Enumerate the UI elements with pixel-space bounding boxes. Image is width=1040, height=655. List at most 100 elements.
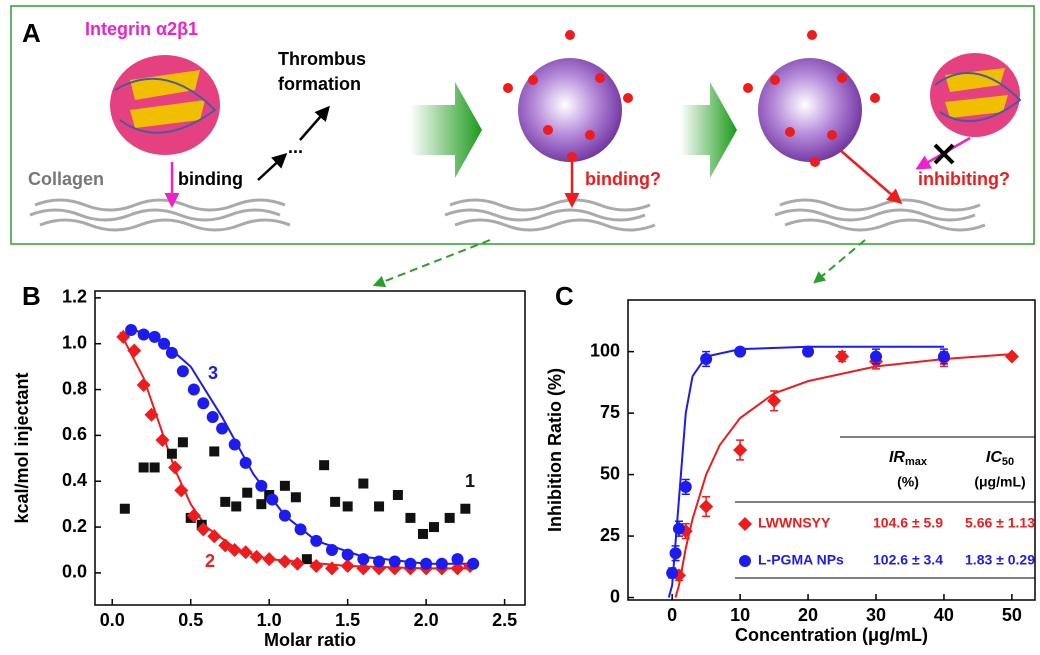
marker bbox=[319, 460, 330, 471]
y-axis-title: kcal/mol injectant bbox=[12, 372, 32, 523]
plot-frame bbox=[94, 290, 526, 606]
marker bbox=[177, 437, 188, 448]
label: Collagen bbox=[28, 169, 104, 189]
marker bbox=[137, 328, 150, 341]
table-header: IRmax bbox=[889, 449, 928, 468]
arrow bbox=[839, 149, 903, 204]
label: inhibiting? bbox=[918, 169, 1010, 189]
marker bbox=[227, 542, 242, 557]
dashed-arrow bbox=[372, 239, 491, 288]
nanoparticle bbox=[518, 58, 622, 162]
marker bbox=[325, 543, 338, 556]
x-tick-label: 10 bbox=[730, 605, 750, 625]
x-axis-title: Concentration (μg/mL) bbox=[735, 625, 928, 645]
y-tick-label: 0.0 bbox=[62, 562, 87, 582]
label: formation bbox=[278, 74, 361, 94]
label: Integrin α2β1 bbox=[85, 19, 198, 39]
marker bbox=[835, 349, 850, 364]
marker bbox=[699, 499, 714, 514]
marker bbox=[125, 323, 138, 336]
dashed-arrow bbox=[813, 239, 866, 284]
collagen bbox=[29, 198, 986, 232]
header-sub: 50 bbox=[1002, 456, 1014, 468]
marker bbox=[450, 561, 465, 576]
marker bbox=[294, 523, 307, 536]
marker bbox=[392, 489, 403, 500]
marker bbox=[444, 512, 455, 523]
marker bbox=[373, 555, 386, 568]
marker bbox=[149, 462, 160, 473]
x-tick-label: 1.5 bbox=[335, 610, 360, 630]
table-cell: 1.83 ± 0.29 bbox=[965, 552, 1035, 568]
marker bbox=[666, 566, 679, 579]
y-tick-label: 0.2 bbox=[62, 516, 87, 536]
marker bbox=[196, 522, 211, 537]
marker bbox=[669, 547, 682, 560]
marker bbox=[242, 487, 253, 498]
x-tick-label: 0.0 bbox=[100, 610, 125, 630]
marker bbox=[238, 545, 253, 560]
step-arrow bbox=[680, 82, 737, 178]
marker bbox=[187, 383, 200, 396]
x-tick-label: 2.5 bbox=[492, 610, 517, 630]
marker bbox=[309, 559, 324, 574]
x-tick-label: 2.0 bbox=[414, 610, 439, 630]
table-unit: (%) bbox=[897, 474, 919, 490]
marker bbox=[341, 548, 354, 561]
y-tick-label: 1.2 bbox=[62, 287, 87, 307]
marker bbox=[767, 393, 782, 408]
y-tick-label: 0 bbox=[610, 586, 620, 606]
marker bbox=[356, 561, 371, 576]
plot-frame bbox=[627, 299, 1036, 601]
marker bbox=[197, 397, 210, 410]
legend-marker bbox=[738, 517, 752, 531]
marker bbox=[206, 411, 219, 424]
marker bbox=[435, 557, 448, 570]
marker bbox=[278, 509, 291, 522]
panel-label: B bbox=[22, 281, 41, 311]
table-cell: 5.66 ± 1.13 bbox=[965, 515, 1035, 531]
y-tick-label: 75 bbox=[600, 402, 620, 422]
marker bbox=[256, 499, 267, 510]
y-axis-title: Inhibition Ratio (%) bbox=[545, 368, 565, 532]
marker bbox=[158, 337, 171, 350]
fit-line bbox=[674, 353, 1012, 598]
marker bbox=[324, 561, 339, 576]
marker bbox=[290, 492, 301, 503]
marker bbox=[342, 501, 353, 512]
marker bbox=[428, 522, 439, 533]
marker bbox=[231, 501, 242, 512]
marker bbox=[255, 479, 268, 492]
marker bbox=[136, 377, 151, 392]
marker bbox=[417, 528, 428, 539]
marker bbox=[144, 407, 159, 422]
marker bbox=[330, 496, 341, 507]
marker bbox=[127, 343, 142, 358]
marker bbox=[290, 556, 305, 571]
label: binding? bbox=[585, 169, 661, 189]
marker bbox=[165, 346, 178, 359]
x-tick-label: 0 bbox=[667, 605, 677, 625]
header-main: IC bbox=[986, 449, 1002, 466]
protein bbox=[110, 55, 220, 155]
marker bbox=[672, 522, 685, 535]
marker bbox=[1004, 349, 1019, 364]
marker bbox=[700, 353, 713, 366]
panel-label: A bbox=[22, 18, 41, 48]
marker bbox=[266, 493, 279, 506]
legend-label: L-PGMA NPs bbox=[758, 552, 844, 568]
header-sub: max bbox=[905, 456, 928, 468]
marker bbox=[467, 557, 480, 570]
x-tick-label: 40 bbox=[934, 605, 954, 625]
marker bbox=[460, 503, 471, 514]
x-tick-label: 1.0 bbox=[257, 610, 282, 630]
marker bbox=[870, 350, 883, 363]
label: ... bbox=[288, 137, 303, 157]
arrow bbox=[299, 105, 330, 141]
header-main: IR bbox=[889, 449, 905, 466]
marker bbox=[209, 446, 220, 457]
protein bbox=[930, 53, 1022, 137]
marker bbox=[802, 345, 815, 358]
y-tick-label: 1.0 bbox=[62, 332, 87, 352]
